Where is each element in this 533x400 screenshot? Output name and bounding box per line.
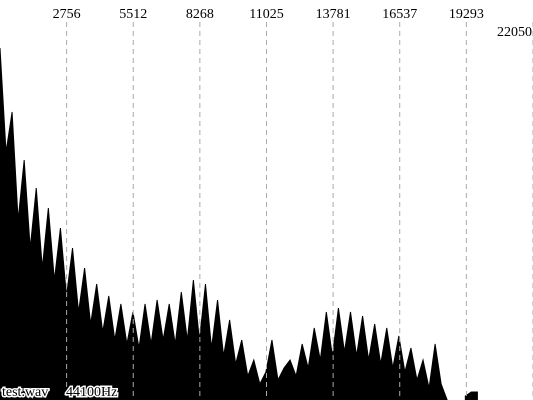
file-label: test.wav	[2, 385, 48, 400]
x-tick-label: 8268	[186, 7, 214, 22]
x-tick-label: 22050	[497, 25, 532, 40]
x-tick-label: 11025	[249, 7, 283, 22]
x-tick-label: 5512	[119, 7, 147, 22]
spectrum-area	[0, 47, 478, 400]
x-tick-label: 2756	[53, 7, 81, 22]
x-tick-label: 13781	[316, 7, 351, 22]
x-tick-label: 19293	[449, 7, 484, 22]
sample-rate-label: 44100Hz	[66, 385, 117, 400]
x-tick-label: 16537	[382, 7, 417, 22]
